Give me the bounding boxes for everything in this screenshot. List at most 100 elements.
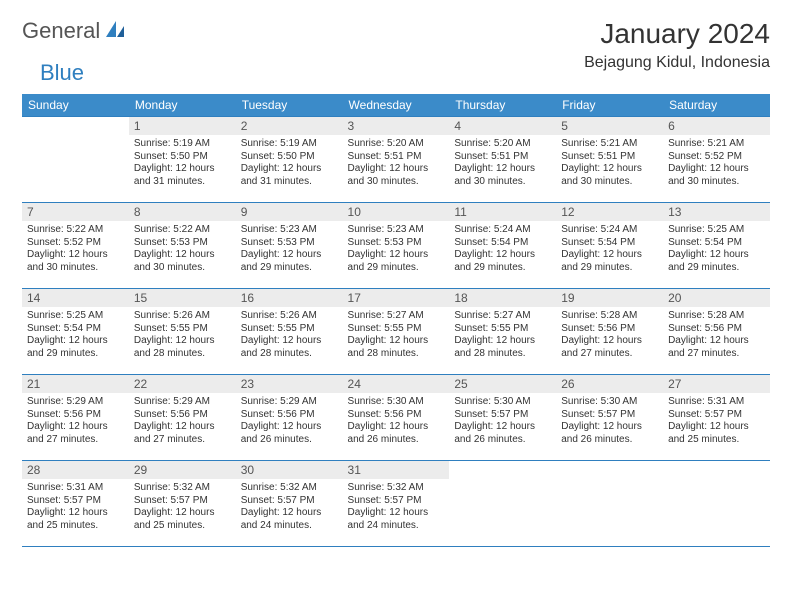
day-number: 25	[449, 375, 556, 393]
day-number: 5	[556, 117, 663, 135]
day-number: 27	[663, 375, 770, 393]
calendar-day-cell: 31Sunrise: 5:32 AMSunset: 5:57 PMDayligh…	[343, 461, 450, 547]
day-number: 6	[663, 117, 770, 135]
day-details: Sunrise: 5:21 AMSunset: 5:51 PMDaylight:…	[556, 135, 663, 192]
day-details: Sunrise: 5:28 AMSunset: 5:56 PMDaylight:…	[663, 307, 770, 364]
day-number: 11	[449, 203, 556, 221]
calendar-day-cell: 28Sunrise: 5:31 AMSunset: 5:57 PMDayligh…	[22, 461, 129, 547]
day-number: 13	[663, 203, 770, 221]
calendar-day-cell: 19Sunrise: 5:28 AMSunset: 5:56 PMDayligh…	[556, 289, 663, 375]
weekday-header-row: SundayMondayTuesdayWednesdayThursdayFrid…	[22, 94, 770, 117]
day-details: Sunrise: 5:27 AMSunset: 5:55 PMDaylight:…	[343, 307, 450, 364]
calendar-day-cell: 8Sunrise: 5:22 AMSunset: 5:53 PMDaylight…	[129, 203, 236, 289]
day-details: Sunrise: 5:30 AMSunset: 5:57 PMDaylight:…	[449, 393, 556, 450]
day-details: Sunrise: 5:21 AMSunset: 5:52 PMDaylight:…	[663, 135, 770, 192]
calendar-day-cell: 1Sunrise: 5:19 AMSunset: 5:50 PMDaylight…	[129, 117, 236, 203]
day-details: Sunrise: 5:27 AMSunset: 5:55 PMDaylight:…	[449, 307, 556, 364]
day-number: 23	[236, 375, 343, 393]
calendar-day-cell: 27Sunrise: 5:31 AMSunset: 5:57 PMDayligh…	[663, 375, 770, 461]
day-number: 4	[449, 117, 556, 135]
day-number: 31	[343, 461, 450, 479]
weekday-header: Saturday	[663, 94, 770, 117]
day-number: 29	[129, 461, 236, 479]
calendar-day-cell: 26Sunrise: 5:30 AMSunset: 5:57 PMDayligh…	[556, 375, 663, 461]
day-number: 20	[663, 289, 770, 307]
calendar-day-cell: 16Sunrise: 5:26 AMSunset: 5:55 PMDayligh…	[236, 289, 343, 375]
calendar-day-cell: 10Sunrise: 5:23 AMSunset: 5:53 PMDayligh…	[343, 203, 450, 289]
day-details: Sunrise: 5:29 AMSunset: 5:56 PMDaylight:…	[236, 393, 343, 450]
calendar-day-cell: 30Sunrise: 5:32 AMSunset: 5:57 PMDayligh…	[236, 461, 343, 547]
title-block: January 2024 Bejagung Kidul, Indonesia	[584, 18, 770, 72]
calendar-day-cell: 20Sunrise: 5:28 AMSunset: 5:56 PMDayligh…	[663, 289, 770, 375]
logo: General	[22, 18, 130, 44]
logo-text-blue: Blue	[40, 60, 84, 86]
calendar-day-cell: 29Sunrise: 5:32 AMSunset: 5:57 PMDayligh…	[129, 461, 236, 547]
weekday-header: Sunday	[22, 94, 129, 117]
month-title: January 2024	[584, 18, 770, 50]
day-number: 2	[236, 117, 343, 135]
day-details: Sunrise: 5:26 AMSunset: 5:55 PMDaylight:…	[236, 307, 343, 364]
logo-text-general: General	[22, 18, 100, 44]
calendar-day-cell	[663, 461, 770, 547]
calendar-day-cell: 23Sunrise: 5:29 AMSunset: 5:56 PMDayligh…	[236, 375, 343, 461]
day-number: 18	[449, 289, 556, 307]
day-number: 12	[556, 203, 663, 221]
calendar-day-cell	[556, 461, 663, 547]
day-number: 24	[343, 375, 450, 393]
weekday-header: Monday	[129, 94, 236, 117]
calendar-day-cell: 4Sunrise: 5:20 AMSunset: 5:51 PMDaylight…	[449, 117, 556, 203]
calendar-week-row: 21Sunrise: 5:29 AMSunset: 5:56 PMDayligh…	[22, 375, 770, 461]
day-details: Sunrise: 5:19 AMSunset: 5:50 PMDaylight:…	[236, 135, 343, 192]
day-details: Sunrise: 5:20 AMSunset: 5:51 PMDaylight:…	[449, 135, 556, 192]
calendar-day-cell: 9Sunrise: 5:23 AMSunset: 5:53 PMDaylight…	[236, 203, 343, 289]
day-number: 3	[343, 117, 450, 135]
day-number: 22	[129, 375, 236, 393]
day-details: Sunrise: 5:22 AMSunset: 5:53 PMDaylight:…	[129, 221, 236, 278]
day-details: Sunrise: 5:24 AMSunset: 5:54 PMDaylight:…	[556, 221, 663, 278]
calendar-day-cell	[449, 461, 556, 547]
day-number: 30	[236, 461, 343, 479]
day-details: Sunrise: 5:29 AMSunset: 5:56 PMDaylight:…	[129, 393, 236, 450]
calendar-day-cell: 2Sunrise: 5:19 AMSunset: 5:50 PMDaylight…	[236, 117, 343, 203]
calendar-day-cell: 22Sunrise: 5:29 AMSunset: 5:56 PMDayligh…	[129, 375, 236, 461]
day-details: Sunrise: 5:24 AMSunset: 5:54 PMDaylight:…	[449, 221, 556, 278]
day-number: 28	[22, 461, 129, 479]
weekday-header: Tuesday	[236, 94, 343, 117]
day-details: Sunrise: 5:22 AMSunset: 5:52 PMDaylight:…	[22, 221, 129, 278]
calendar-day-cell: 15Sunrise: 5:26 AMSunset: 5:55 PMDayligh…	[129, 289, 236, 375]
day-details: Sunrise: 5:32 AMSunset: 5:57 PMDaylight:…	[343, 479, 450, 536]
day-details: Sunrise: 5:30 AMSunset: 5:57 PMDaylight:…	[556, 393, 663, 450]
day-details: Sunrise: 5:30 AMSunset: 5:56 PMDaylight:…	[343, 393, 450, 450]
weekday-header: Thursday	[449, 94, 556, 117]
calendar-week-row: 1Sunrise: 5:19 AMSunset: 5:50 PMDaylight…	[22, 117, 770, 203]
day-details: Sunrise: 5:20 AMSunset: 5:51 PMDaylight:…	[343, 135, 450, 192]
day-number: 8	[129, 203, 236, 221]
calendar-week-row: 28Sunrise: 5:31 AMSunset: 5:57 PMDayligh…	[22, 461, 770, 547]
day-details: Sunrise: 5:29 AMSunset: 5:56 PMDaylight:…	[22, 393, 129, 450]
day-details: Sunrise: 5:23 AMSunset: 5:53 PMDaylight:…	[236, 221, 343, 278]
weekday-header: Wednesday	[343, 94, 450, 117]
calendar-day-cell: 3Sunrise: 5:20 AMSunset: 5:51 PMDaylight…	[343, 117, 450, 203]
day-details: Sunrise: 5:26 AMSunset: 5:55 PMDaylight:…	[129, 307, 236, 364]
day-number: 26	[556, 375, 663, 393]
day-details: Sunrise: 5:23 AMSunset: 5:53 PMDaylight:…	[343, 221, 450, 278]
day-number: 15	[129, 289, 236, 307]
location: Bejagung Kidul, Indonesia	[584, 54, 770, 72]
calendar-day-cell: 24Sunrise: 5:30 AMSunset: 5:56 PMDayligh…	[343, 375, 450, 461]
day-details: Sunrise: 5:32 AMSunset: 5:57 PMDaylight:…	[129, 479, 236, 536]
calendar-day-cell: 12Sunrise: 5:24 AMSunset: 5:54 PMDayligh…	[556, 203, 663, 289]
calendar-week-row: 7Sunrise: 5:22 AMSunset: 5:52 PMDaylight…	[22, 203, 770, 289]
day-details: Sunrise: 5:28 AMSunset: 5:56 PMDaylight:…	[556, 307, 663, 364]
calendar-day-cell	[22, 117, 129, 203]
calendar-table: SundayMondayTuesdayWednesdayThursdayFrid…	[22, 94, 770, 547]
day-details: Sunrise: 5:31 AMSunset: 5:57 PMDaylight:…	[663, 393, 770, 450]
calendar-day-cell: 11Sunrise: 5:24 AMSunset: 5:54 PMDayligh…	[449, 203, 556, 289]
weekday-header: Friday	[556, 94, 663, 117]
day-number: 10	[343, 203, 450, 221]
day-number: 17	[343, 289, 450, 307]
calendar-day-cell: 7Sunrise: 5:22 AMSunset: 5:52 PMDaylight…	[22, 203, 129, 289]
day-details: Sunrise: 5:25 AMSunset: 5:54 PMDaylight:…	[22, 307, 129, 364]
logo-sail-icon	[104, 19, 128, 44]
calendar-day-cell: 13Sunrise: 5:25 AMSunset: 5:54 PMDayligh…	[663, 203, 770, 289]
calendar-day-cell: 17Sunrise: 5:27 AMSunset: 5:55 PMDayligh…	[343, 289, 450, 375]
